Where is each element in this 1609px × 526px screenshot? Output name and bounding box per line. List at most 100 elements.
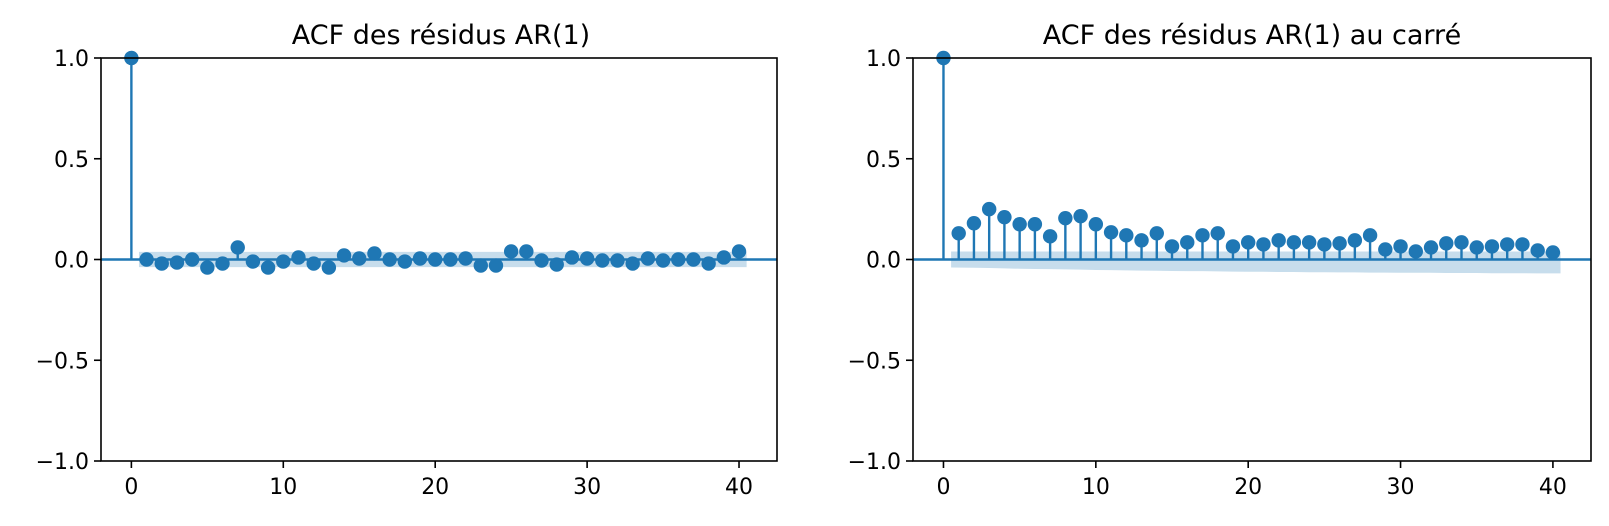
acf-point — [1012, 217, 1027, 232]
acf-point — [625, 256, 640, 271]
acf-point — [336, 248, 352, 263]
acf-point — [412, 251, 428, 266]
acf-point — [154, 256, 169, 271]
x-tick-label: 40 — [725, 475, 753, 500]
acf-point — [488, 258, 504, 273]
acf-point — [1119, 228, 1134, 243]
acf-point — [640, 251, 656, 266]
acf-point — [1347, 233, 1363, 248]
acf-point — [610, 253, 625, 268]
acf-point — [1042, 229, 1058, 244]
acf-point — [1423, 240, 1439, 255]
acf-point — [1103, 225, 1119, 240]
y-tick-label: 0.0 — [54, 249, 89, 274]
plot-area: 0 10 20 30 40 1.0 0.5 0.0 −0.5 −1.0 — [36, 47, 778, 500]
acf-point — [655, 253, 671, 268]
acf-point — [1301, 235, 1317, 250]
acf-point — [1545, 245, 1561, 260]
acf-point — [352, 251, 367, 266]
acf-point — [503, 244, 519, 259]
acf-point — [1027, 217, 1043, 232]
acf-point — [1393, 239, 1408, 254]
acf-point — [519, 244, 534, 259]
acf-point — [671, 252, 686, 267]
acf-point — [215, 256, 230, 271]
chart-title: ACF des résidus AR(1) — [292, 20, 590, 51]
acf-point — [564, 250, 580, 265]
acf-point — [1088, 217, 1104, 232]
y-tick-label: 0.5 — [54, 148, 89, 173]
acf-point — [1058, 210, 1073, 226]
acf-point — [200, 260, 215, 275]
acf-point — [306, 256, 321, 271]
x-tick-label: 20 — [421, 475, 449, 500]
acf-point — [184, 252, 200, 267]
y-tick-label: 0.0 — [866, 249, 901, 274]
acf-point — [1408, 244, 1423, 259]
acf-point — [169, 255, 185, 270]
acf-point — [686, 252, 701, 267]
acf-point — [473, 258, 488, 273]
acf-point — [549, 257, 564, 272]
acf-point — [367, 246, 382, 261]
acf-point — [1317, 237, 1332, 252]
acf-point — [1271, 233, 1286, 248]
x-tick-label: 30 — [1387, 475, 1415, 500]
acf-point — [428, 252, 443, 267]
acf-point — [966, 216, 982, 231]
acf-point — [534, 253, 549, 268]
acf-point — [701, 256, 716, 271]
chart-title: ACF des résidus AR(1) au carré — [1043, 20, 1461, 51]
y-tick-label: 1.0 — [54, 47, 89, 72]
acf-point — [139, 252, 154, 267]
acf-point — [595, 253, 610, 268]
acf-point — [716, 250, 732, 265]
acf-point — [579, 251, 595, 266]
x-tick-label: 40 — [1539, 475, 1567, 500]
x-tick-label: 0 — [936, 475, 950, 500]
acf-point — [1210, 226, 1225, 241]
acf-point — [981, 201, 997, 217]
y-tick-label: −1.0 — [36, 450, 89, 475]
acf-point — [443, 252, 458, 267]
acf-point — [1180, 235, 1195, 250]
acf-point — [1286, 235, 1302, 250]
acf-point — [1256, 237, 1271, 252]
acf-point — [951, 226, 966, 241]
confidence-band — [951, 251, 1561, 274]
y-tick-label: 0.5 — [866, 148, 901, 173]
acf-point — [731, 244, 747, 259]
acf-point — [276, 254, 291, 269]
x-tick-label: 10 — [1082, 475, 1110, 500]
acf-point — [1378, 242, 1393, 257]
acf-point — [1149, 226, 1164, 241]
x-tick-label: 20 — [1234, 475, 1262, 500]
acf-point — [291, 250, 306, 265]
y-tick-label: −0.5 — [36, 349, 89, 374]
y-tick-label: −0.5 — [848, 349, 901, 374]
acf-point — [1195, 228, 1210, 243]
acf-point — [997, 209, 1012, 225]
chart-residuals-acf: ACF des résidus AR(1) 0 10 20 30 40 1.0 0.5 0.0… — [36, 20, 778, 500]
x-tick-label: 10 — [269, 475, 297, 500]
acf-point — [1225, 239, 1241, 254]
plot-area: 0 10 20 30 40 1.0 0.5 0.0 −0.5 −1.0 — [848, 47, 1592, 500]
acf-point — [1484, 239, 1500, 254]
acf-point — [1164, 239, 1180, 254]
acf-point — [397, 254, 413, 269]
acf-point — [1530, 243, 1545, 258]
acf-point — [1362, 228, 1378, 243]
acf-point — [245, 254, 261, 269]
x-tick-label: 30 — [573, 475, 601, 500]
acf-point — [1454, 235, 1469, 250]
y-tick-label: 1.0 — [866, 47, 901, 72]
acf-point — [1500, 237, 1515, 252]
x-tick-label: 0 — [124, 475, 138, 500]
acf-point — [1134, 233, 1149, 248]
chart-squared-residuals-acf: ACF des résidus AR(1) au carré 0 10 20 30 40… — [848, 20, 1592, 500]
acf-point — [260, 260, 276, 275]
acf-point — [1515, 237, 1530, 252]
acf-point — [1439, 236, 1454, 251]
acf-point — [1469, 240, 1484, 255]
